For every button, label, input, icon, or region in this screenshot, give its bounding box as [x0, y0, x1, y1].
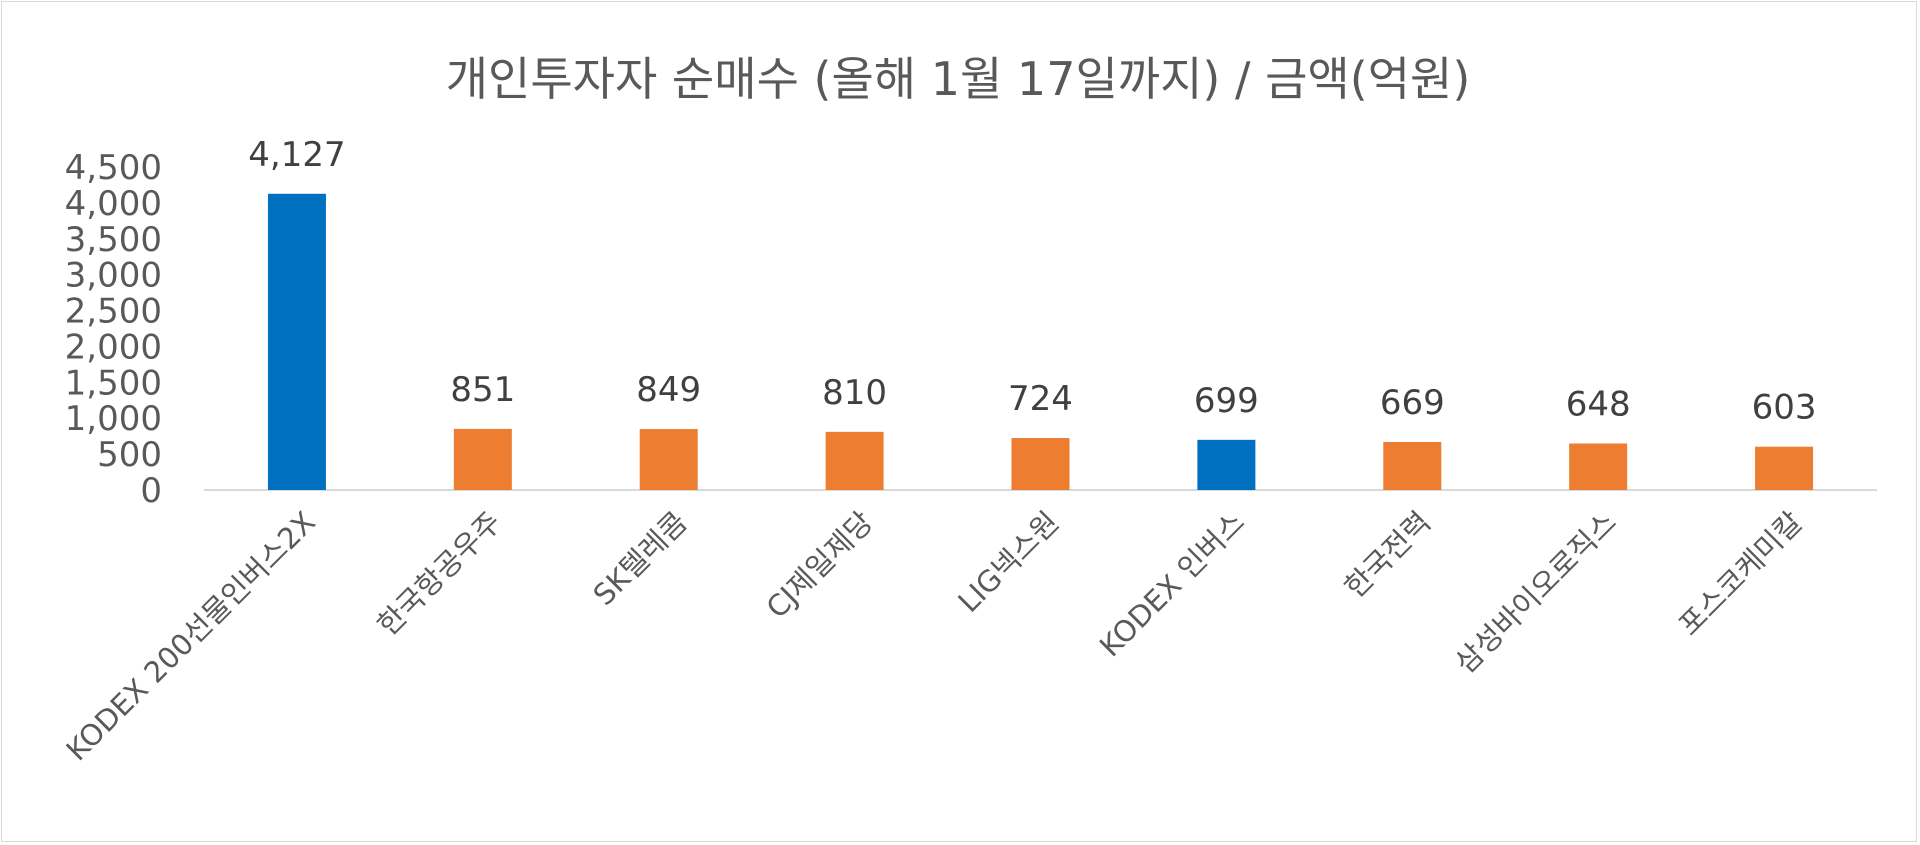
x-tick-label: 한국항공우주	[371, 505, 508, 642]
bar	[1755, 446, 1814, 490]
y-axis: 05001,0001,5002,0002,5003,0003,5004,0004…	[65, 148, 162, 511]
y-tick-label: 3,000	[65, 256, 162, 296]
y-tick-label: 4,000	[65, 184, 162, 224]
data-label: 699	[1194, 381, 1259, 421]
data-label: 603	[1752, 388, 1817, 428]
data-labels-group: 4,127 851 849 810 724 699 669 648 603	[248, 135, 1816, 428]
data-label: 851	[450, 370, 515, 410]
y-tick-label: 4,500	[65, 148, 162, 188]
y-tick-label: 0	[140, 471, 162, 511]
bar	[825, 431, 884, 490]
bars-group	[267, 193, 1814, 490]
x-tick-label: LIG넥스원	[951, 505, 1065, 619]
y-tick-label: 2,500	[65, 292, 162, 332]
data-label: 849	[636, 370, 701, 410]
data-label: 724	[1008, 379, 1073, 419]
x-axis-labels: KODEX 200선물인버스2X 한국항공우주 SK텔레콤 CJ제일제당 LIG넥스원 K…	[60, 505, 1810, 767]
x-tick-label: KODEX 인버스	[1093, 505, 1251, 663]
y-tick-label: 2,000	[65, 327, 162, 367]
y-tick-label: 500	[97, 435, 162, 475]
bar	[1197, 439, 1256, 490]
data-label: 810	[822, 373, 887, 413]
x-tick-label: 한국전력	[1338, 505, 1438, 605]
x-tick-label: KODEX 200선물인버스2X	[60, 505, 322, 767]
x-tick-label: 삼성바이오로직스	[1448, 505, 1623, 680]
bar	[1383, 441, 1442, 490]
y-tick-label: 1,000	[65, 399, 162, 439]
x-tick-label: SK텔레콤	[587, 505, 694, 612]
bar	[1569, 443, 1628, 490]
x-tick-label: 포스코케미칼	[1672, 505, 1809, 642]
y-tick-label: 1,500	[65, 363, 162, 403]
data-label: 669	[1380, 383, 1445, 423]
chart-title: 개인투자자 순매수 (올해 1월 17일까지) / 금액(억원)	[446, 52, 1471, 106]
y-tick-label: 3,500	[65, 220, 162, 260]
bar	[453, 428, 512, 490]
bar	[267, 193, 326, 490]
data-label: 4,127	[248, 135, 345, 175]
bar	[639, 429, 698, 490]
x-tick-label: CJ제일제당	[760, 505, 880, 625]
data-label: 648	[1566, 384, 1631, 424]
bar	[1011, 438, 1070, 490]
